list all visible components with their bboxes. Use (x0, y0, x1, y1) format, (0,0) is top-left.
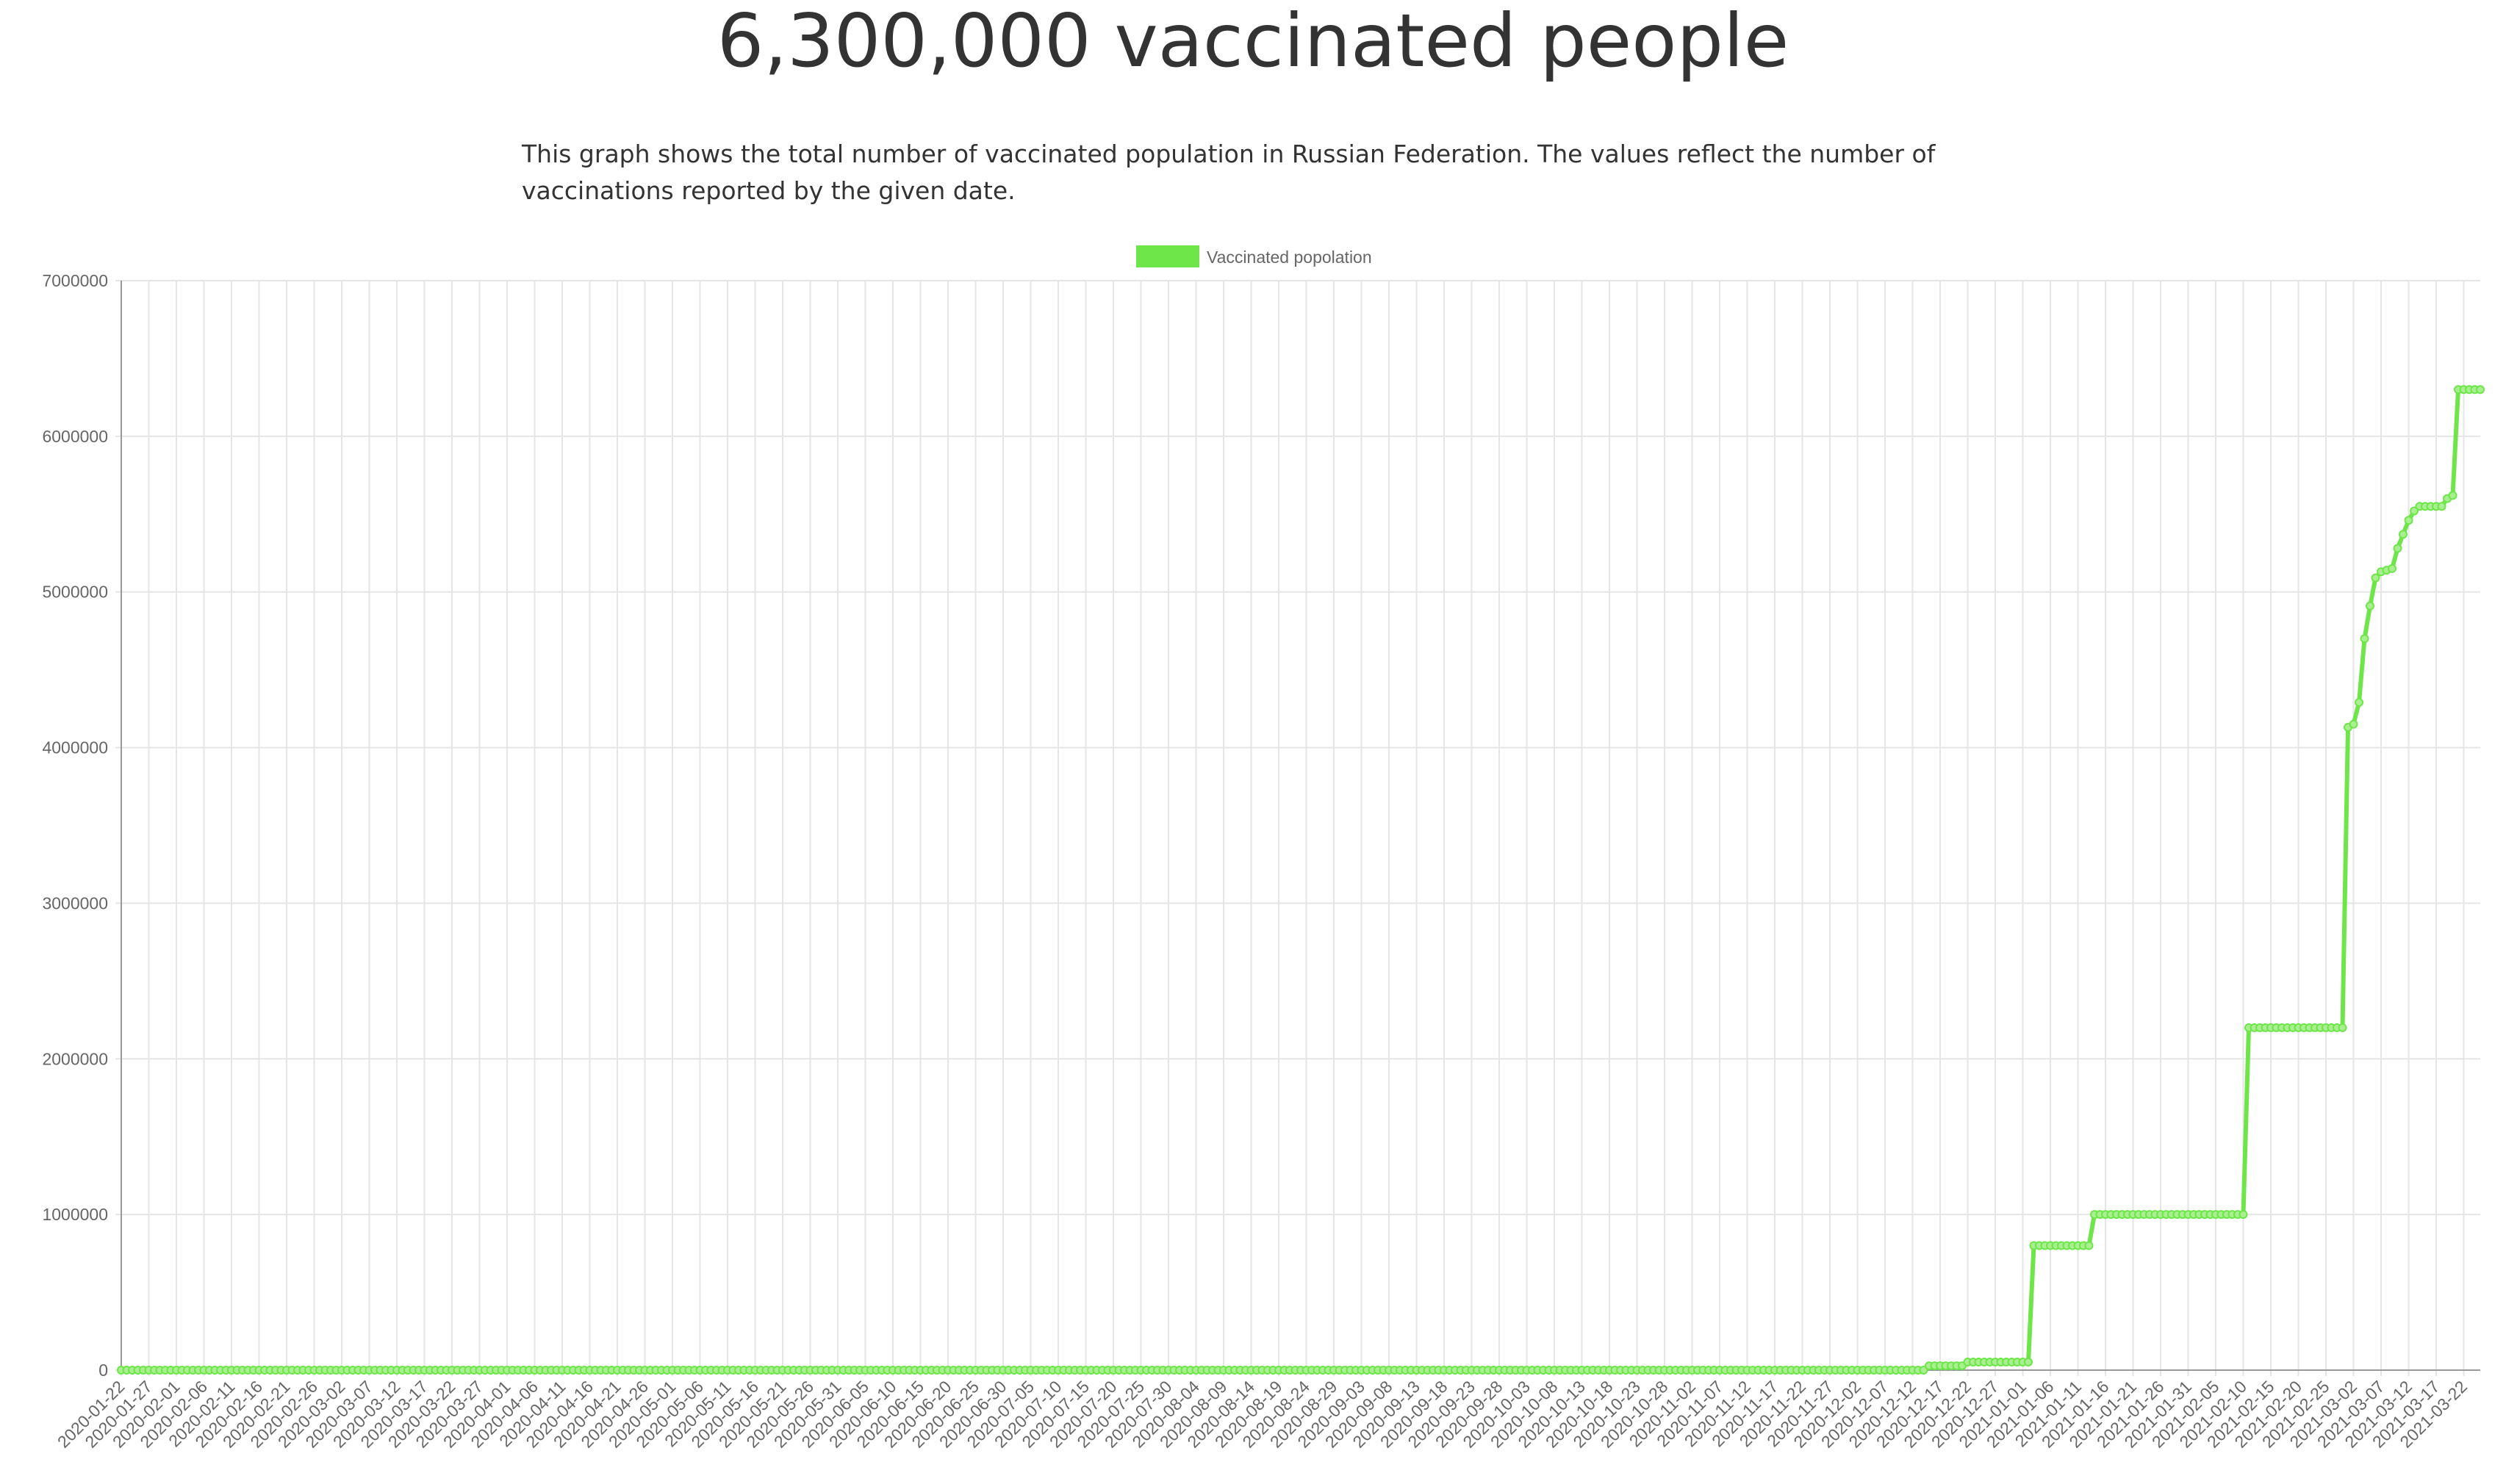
y-tick-label: 6000000 (42, 427, 108, 446)
data-point (2437, 502, 2446, 511)
y-tick-label: 1000000 (42, 1205, 108, 1224)
data-point (2476, 385, 2485, 395)
page-description: This graph shows the total number of vac… (522, 140, 1936, 205)
data-point (2410, 506, 2419, 516)
data-point (2371, 573, 2380, 583)
y-tick-label: 3000000 (42, 893, 108, 912)
data-point (2355, 698, 2363, 707)
y-axis-ticks: 0 1000000 2000000 3000000 4000000 5000000 6000… (42, 271, 108, 1380)
y-tick-label: 7000000 (42, 271, 108, 290)
series-vaccinated (117, 385, 2485, 1375)
series-line (121, 387, 2480, 1372)
y-tick-label: 4000000 (42, 738, 108, 757)
vaccination-line-chart: Vaccinated popolation 0 1000000 2000000 300… (42, 245, 2485, 1452)
data-point (2238, 1210, 2248, 1220)
x-axis-ticks: 2020-01-222020-01-272020-02-012020-02-06… (54, 1377, 2471, 1452)
chart-grid (115, 280, 2480, 1376)
y-tick-label: 5000000 (42, 583, 108, 602)
data-point (2404, 516, 2413, 525)
y-tick-label: 2000000 (42, 1049, 108, 1068)
data-point (2366, 601, 2374, 610)
legend-swatch (1136, 245, 1199, 267)
page-title: 6,300,000 vaccinated people (717, 0, 1789, 84)
data-point (2393, 544, 2402, 553)
chart-legend[interactable]: Vaccinated popolation (1136, 245, 1372, 267)
data-point (2349, 719, 2358, 729)
data-point (2399, 530, 2408, 539)
data-point (2448, 491, 2457, 500)
data-point (2388, 563, 2397, 573)
y-tick-label: 0 (98, 1361, 108, 1380)
data-point (2338, 1023, 2347, 1032)
legend-label: Vaccinated popolation (1207, 248, 1372, 267)
data-point (2024, 1358, 2033, 1366)
data-point (1919, 1366, 1928, 1375)
data-point (2084, 1241, 2094, 1250)
data-point (2360, 634, 2369, 644)
